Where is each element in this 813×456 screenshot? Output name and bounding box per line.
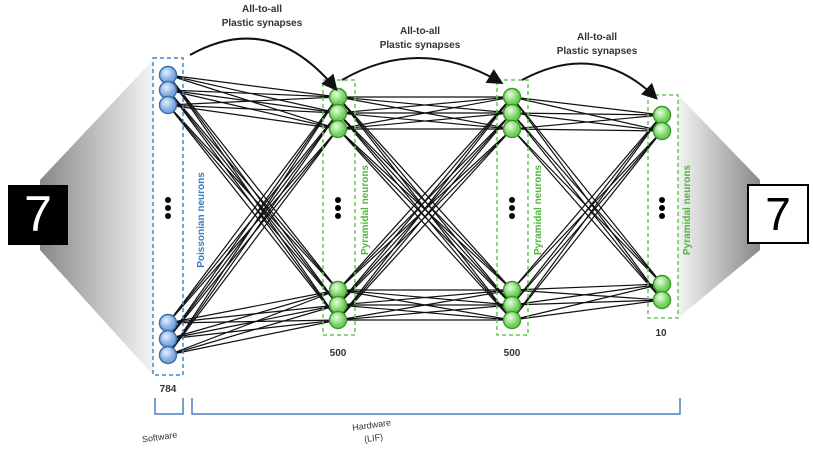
synapse bbox=[512, 113, 662, 115]
output-digit: 7 bbox=[765, 188, 791, 240]
ellipsis-dot bbox=[335, 205, 341, 211]
software-label: Software bbox=[141, 430, 178, 445]
neuron bbox=[330, 89, 347, 106]
arrow bbox=[342, 58, 500, 82]
neuron bbox=[504, 105, 521, 122]
ellipsis-dot bbox=[165, 213, 171, 219]
synapse bbox=[168, 105, 338, 320]
neuron bbox=[504, 312, 521, 329]
neuron bbox=[654, 292, 671, 309]
neuron bbox=[504, 121, 521, 138]
synapse-label: All-to-all bbox=[400, 26, 440, 37]
synapse-label: Plastic synapses bbox=[557, 46, 638, 57]
synapse bbox=[168, 113, 338, 355]
synapse bbox=[168, 97, 338, 105]
page: 7 7 All-to-all Plastic synapses All-to-a… bbox=[0, 0, 813, 456]
bracket bbox=[192, 398, 680, 414]
ellipsis-dot bbox=[659, 205, 665, 211]
layer-label: Pyramidal neurons bbox=[682, 165, 693, 255]
layer-count: 10 bbox=[655, 328, 667, 339]
synapse bbox=[168, 90, 338, 290]
synapse bbox=[168, 290, 338, 339]
neuron bbox=[654, 107, 671, 124]
ellipsis-dot bbox=[659, 197, 665, 203]
layer-label: Poissonian neurons bbox=[196, 172, 207, 268]
neuron bbox=[160, 97, 177, 114]
neuron bbox=[330, 105, 347, 122]
ellipsis-dot bbox=[509, 205, 515, 211]
diagram: 7 7 All-to-all Plastic synapses All-to-a… bbox=[0, 0, 813, 456]
ellipsis-dot bbox=[509, 197, 515, 203]
synapse-label: Plastic synapses bbox=[222, 18, 303, 29]
input-digit: 7 bbox=[24, 186, 52, 242]
synapse bbox=[512, 129, 662, 131]
layer-count: 500 bbox=[504, 348, 521, 359]
ellipsis-dot bbox=[335, 213, 341, 219]
neuron bbox=[654, 276, 671, 293]
ellipsis-dot bbox=[165, 197, 171, 203]
synapse bbox=[512, 97, 662, 115]
neuron bbox=[160, 347, 177, 364]
layer-label: Pyramidal neurons bbox=[533, 165, 544, 255]
bracket bbox=[155, 398, 183, 414]
synapse bbox=[168, 97, 338, 323]
connections bbox=[168, 75, 662, 355]
neuron bbox=[654, 123, 671, 140]
ellipsis-dot bbox=[165, 205, 171, 211]
synapse bbox=[168, 320, 338, 355]
neuron bbox=[160, 331, 177, 348]
synapse bbox=[168, 305, 338, 355]
synapse-label: All-to-all bbox=[577, 32, 617, 43]
layer-count: 784 bbox=[160, 384, 177, 395]
layer-label: Pyramidal neurons bbox=[360, 165, 371, 255]
ellipsis-dot bbox=[335, 197, 341, 203]
layer-count: 500 bbox=[330, 348, 347, 359]
synapse-label: Plastic synapses bbox=[380, 40, 461, 51]
hardware-label: Hardware bbox=[352, 417, 392, 432]
hardware-label: (LIF) bbox=[363, 432, 383, 445]
neuron bbox=[504, 89, 521, 106]
arrow bbox=[522, 64, 655, 97]
ellipsis-dot bbox=[659, 213, 665, 219]
neuron bbox=[330, 312, 347, 329]
synapse bbox=[512, 115, 662, 129]
neuron bbox=[160, 315, 177, 332]
neuron bbox=[330, 121, 347, 138]
ellipsis-dot bbox=[509, 213, 515, 219]
synapse-label: All-to-all bbox=[242, 4, 282, 15]
